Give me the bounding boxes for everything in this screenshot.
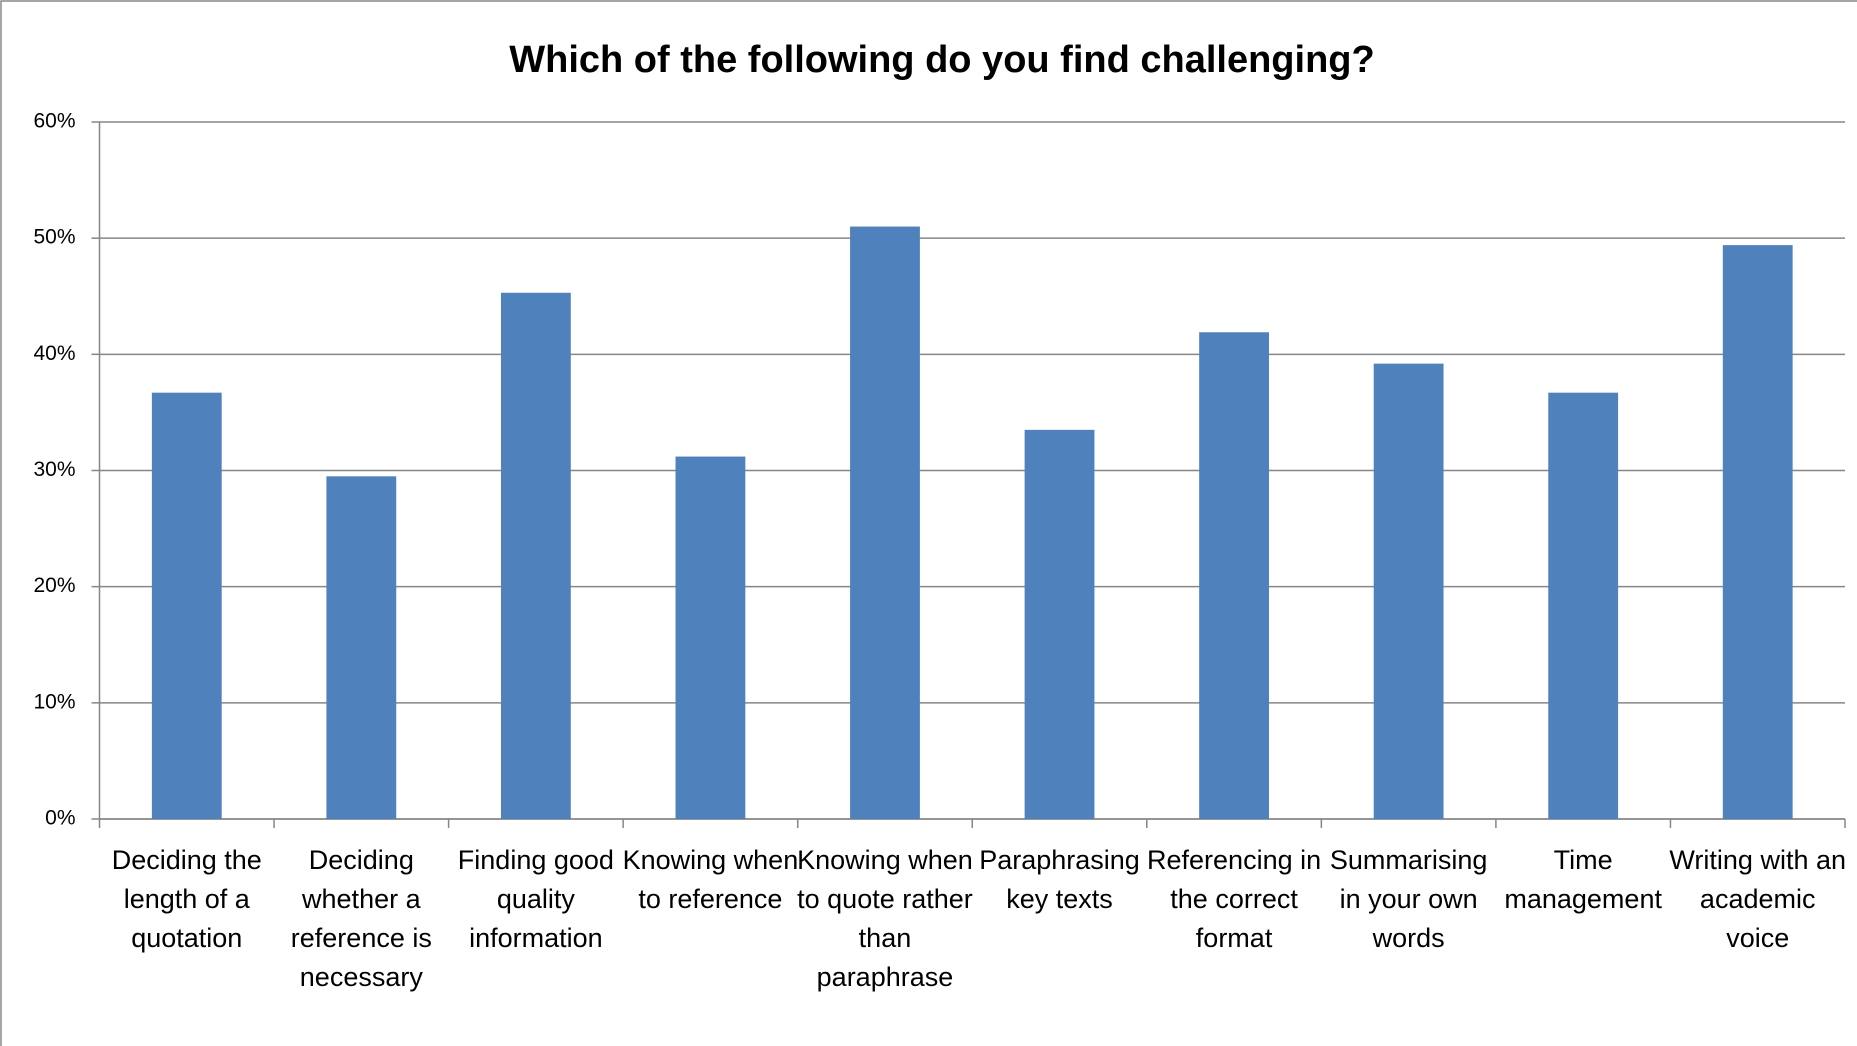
x-tick-label: Time management [1504,845,1662,914]
x-tick-label: Writing with an academic voice [1669,845,1846,953]
x-tick-label: Deciding the length of a quotation [111,845,262,953]
x-tick-label: Summarising in your own words [1329,845,1488,953]
bar [850,226,920,820]
x-tick-label: Paraphrasing key texts [979,845,1140,914]
y-tick-label: 0% [45,807,75,830]
x-tick-label: Knowing when to reference [622,845,799,914]
bar [1548,392,1619,819]
chart-title: Which of the following do you find chall… [509,39,1374,81]
bar [675,456,746,819]
bar [1024,429,1095,819]
y-tick-label: 50% [33,226,75,249]
bar [151,392,222,819]
x-tick-label: Knowing when to quote rather than paraph… [797,845,973,992]
bar [500,292,571,819]
x-tick-label: Deciding whether a reference is necessar… [290,845,432,992]
y-tick-label: 30% [33,458,75,481]
y-tick-label: 40% [33,342,75,365]
x-tick-label: Finding good quality information [457,845,614,953]
bar [1199,332,1269,819]
bar [326,476,397,819]
x-tick-label: Referencing in the correct format [1147,845,1322,953]
y-tick-label: 60% [33,110,75,133]
bar [1373,363,1444,819]
y-tick-label: 20% [33,574,75,597]
bar [1722,245,1793,820]
y-tick-label: 10% [33,690,75,713]
